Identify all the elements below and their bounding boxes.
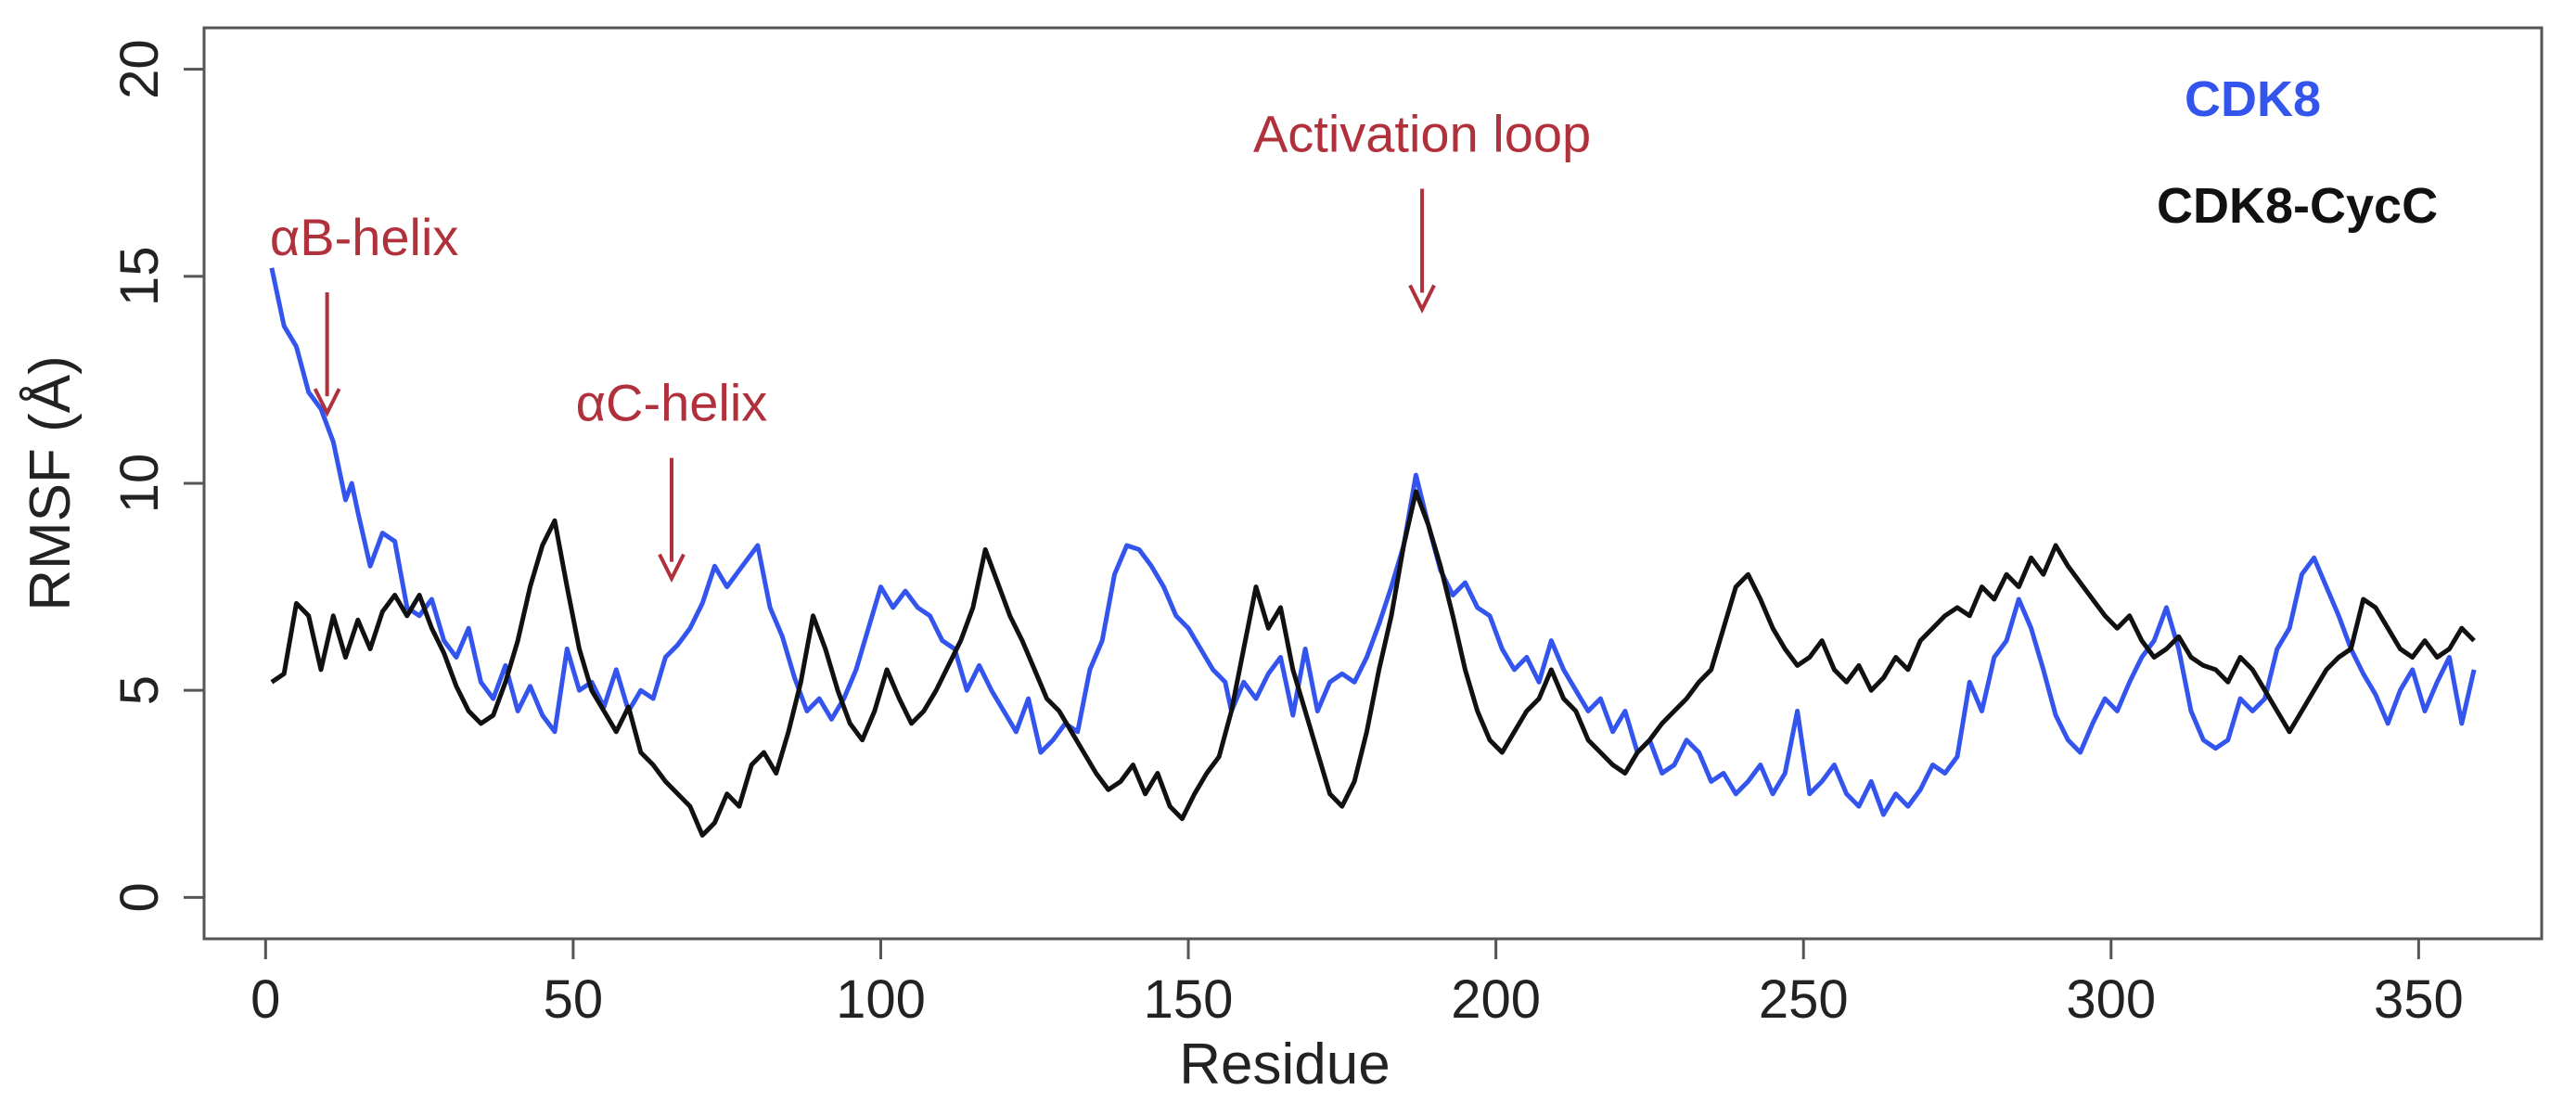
annotation-label: Activation loop: [1253, 105, 1591, 163]
plot-frame: [202, 26, 2544, 941]
y-tick-label-15: 15: [109, 247, 170, 307]
y-tick-label-0: 0: [109, 882, 170, 912]
series-line-cdk8: [269, 267, 2477, 817]
annotation-activation-loop: Activation loop: [1253, 105, 1591, 314]
x-tick-label-0: 0: [250, 969, 280, 1030]
x-tick-label-350: 350: [2374, 969, 2464, 1030]
x-tick-label-50: 50: [544, 969, 604, 1030]
axes: 0 50 100 150 200 250 300 350 0 5 10 15 20: [109, 39, 2464, 1030]
annotation-arrow-head: [1408, 284, 1436, 314]
annotation-arrow-head: [313, 388, 341, 417]
legend: CDK8 CDK8-CycC: [2157, 71, 2438, 234]
y-tick-label-10: 10: [109, 454, 170, 514]
annotation--b-helix: αB-helix: [270, 208, 459, 417]
legend-entry-cdk8-cycc: CDK8-CycC: [2157, 178, 2438, 234]
x-tick-label-150: 150: [1144, 969, 1234, 1030]
annotations-group: αB-helix αC-helix Activation loop: [270, 105, 1591, 584]
annotation--c-helix: αC-helix: [576, 374, 768, 584]
legend-entry-cdk8: CDK8: [2185, 71, 2321, 127]
series-line-cdk8-cycc: [270, 489, 2476, 838]
series-group: [269, 267, 2477, 838]
annotation-label: αB-helix: [270, 208, 459, 266]
y-tick-label-20: 20: [109, 39, 170, 99]
annotation-label: αC-helix: [576, 374, 768, 432]
x-axis-title: Residue: [1179, 1032, 1390, 1097]
x-tick-label-250: 250: [1759, 969, 1849, 1030]
x-tick-label-300: 300: [2066, 969, 2156, 1030]
y-tick-label-5: 5: [109, 675, 170, 705]
y-axis-title: RMSF (Å): [19, 355, 83, 611]
x-tick-label-100: 100: [836, 969, 926, 1030]
annotation-arrow-head: [658, 553, 686, 584]
x-tick-label-200: 200: [1451, 969, 1541, 1030]
